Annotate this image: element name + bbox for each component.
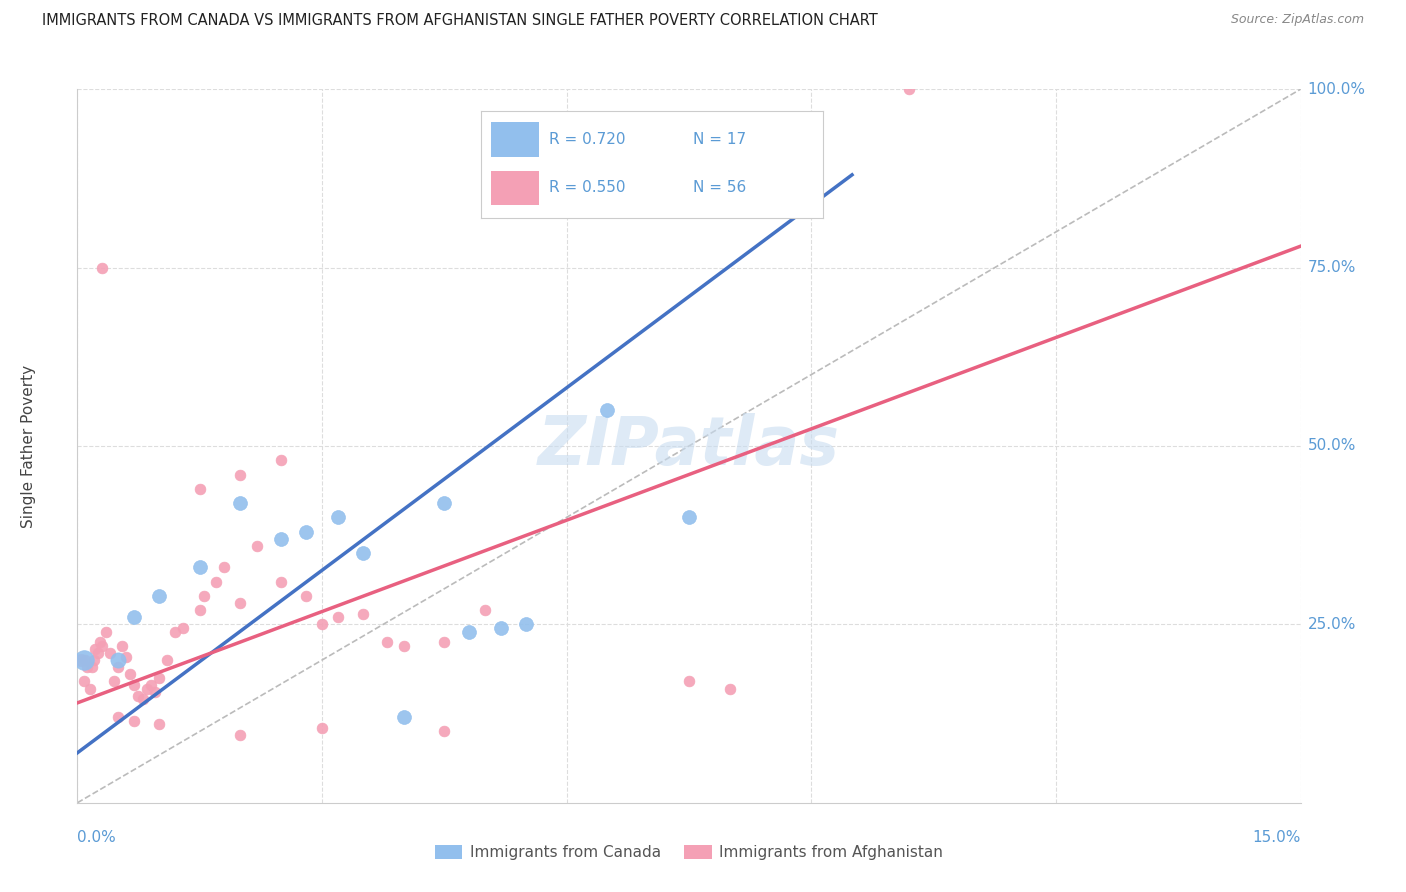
Point — [172, 621, 194, 635]
Point — [352, 546, 374, 560]
Text: ZIPatlas: ZIPatlas — [538, 413, 839, 479]
Point — [70, 653, 93, 667]
Point — [107, 653, 129, 667]
Point — [678, 674, 700, 689]
Point — [352, 607, 374, 621]
Point — [294, 589, 316, 603]
Point — [188, 482, 211, 496]
Point — [270, 453, 292, 467]
Point — [73, 653, 96, 667]
Point — [139, 678, 162, 692]
Point — [311, 617, 333, 632]
Point — [156, 653, 179, 667]
Point — [80, 660, 103, 674]
Point — [87, 646, 110, 660]
Text: 15.0%: 15.0% — [1253, 830, 1301, 845]
Point — [89, 635, 111, 649]
Point — [143, 685, 166, 699]
Point — [270, 532, 292, 546]
Text: Single Father Poverty: Single Father Poverty — [21, 365, 37, 527]
Point — [148, 717, 170, 731]
Point — [115, 649, 138, 664]
Point — [188, 560, 211, 574]
Text: 0.0%: 0.0% — [77, 830, 117, 845]
Text: 75.0%: 75.0% — [1308, 260, 1355, 275]
Point — [433, 496, 456, 510]
Point — [135, 681, 157, 696]
Point — [124, 678, 146, 692]
Point — [205, 574, 228, 589]
Text: 100.0%: 100.0% — [1308, 82, 1365, 96]
Point — [294, 524, 316, 539]
Point — [76, 660, 98, 674]
Text: Source: ZipAtlas.com: Source: ZipAtlas.com — [1230, 13, 1364, 27]
Point — [127, 689, 149, 703]
Point — [98, 646, 121, 660]
Point — [90, 260, 112, 275]
Point — [148, 671, 170, 685]
Point — [229, 728, 252, 742]
Text: 25.0%: 25.0% — [1308, 617, 1355, 632]
Point — [90, 639, 112, 653]
Text: 50.0%: 50.0% — [1308, 439, 1355, 453]
Point — [457, 624, 479, 639]
Point — [491, 621, 513, 635]
Point — [131, 692, 153, 706]
Point — [212, 560, 235, 574]
Point — [148, 589, 170, 603]
Point — [229, 596, 252, 610]
Point — [193, 589, 215, 603]
Point — [474, 603, 496, 617]
Point — [515, 617, 537, 632]
Point — [165, 624, 187, 639]
Point — [107, 710, 129, 724]
Point — [678, 510, 700, 524]
Point — [188, 603, 211, 617]
Point — [270, 574, 292, 589]
Point — [73, 674, 96, 689]
Legend: Immigrants from Canada, Immigrants from Afghanistan: Immigrants from Canada, Immigrants from … — [429, 839, 949, 866]
Point — [433, 724, 456, 739]
Point — [596, 403, 619, 417]
Point — [83, 653, 105, 667]
Point — [84, 642, 107, 657]
Point — [103, 674, 125, 689]
Point — [328, 510, 350, 524]
Point — [718, 681, 741, 696]
Point — [120, 667, 142, 681]
Point — [246, 539, 269, 553]
Point — [79, 681, 101, 696]
Point — [111, 639, 134, 653]
Point — [328, 610, 350, 624]
Point — [124, 610, 146, 624]
Point — [392, 710, 415, 724]
Point — [75, 653, 97, 667]
Point — [898, 82, 921, 96]
Point — [229, 467, 252, 482]
Point — [94, 624, 117, 639]
Point — [107, 660, 129, 674]
Point — [229, 496, 252, 510]
Point — [311, 721, 333, 735]
Text: IMMIGRANTS FROM CANADA VS IMMIGRANTS FROM AFGHANISTAN SINGLE FATHER POVERTY CORR: IMMIGRANTS FROM CANADA VS IMMIGRANTS FRO… — [42, 13, 877, 29]
Point — [433, 635, 456, 649]
Point — [124, 714, 146, 728]
Point — [375, 635, 398, 649]
Point — [392, 639, 415, 653]
